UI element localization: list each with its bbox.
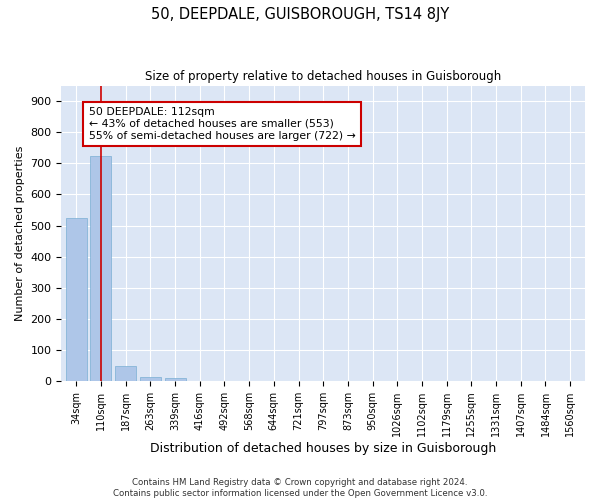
Bar [164, 378, 185, 381]
Y-axis label: Number of detached properties: Number of detached properties [15, 146, 25, 321]
Bar [140, 378, 161, 381]
Bar [115, 366, 136, 381]
X-axis label: Distribution of detached houses by size in Guisborough: Distribution of detached houses by size … [150, 442, 496, 455]
Title: Size of property relative to detached houses in Guisborough: Size of property relative to detached ho… [145, 70, 502, 83]
Text: 50 DEEPDALE: 112sqm
← 43% of detached houses are smaller (553)
55% of semi-detac: 50 DEEPDALE: 112sqm ← 43% of detached ho… [89, 108, 355, 140]
Text: 50, DEEPDALE, GUISBOROUGH, TS14 8JY: 50, DEEPDALE, GUISBOROUGH, TS14 8JY [151, 8, 449, 22]
Text: Contains HM Land Registry data © Crown copyright and database right 2024.
Contai: Contains HM Land Registry data © Crown c… [113, 478, 487, 498]
Bar [91, 156, 112, 381]
Bar [66, 218, 87, 381]
